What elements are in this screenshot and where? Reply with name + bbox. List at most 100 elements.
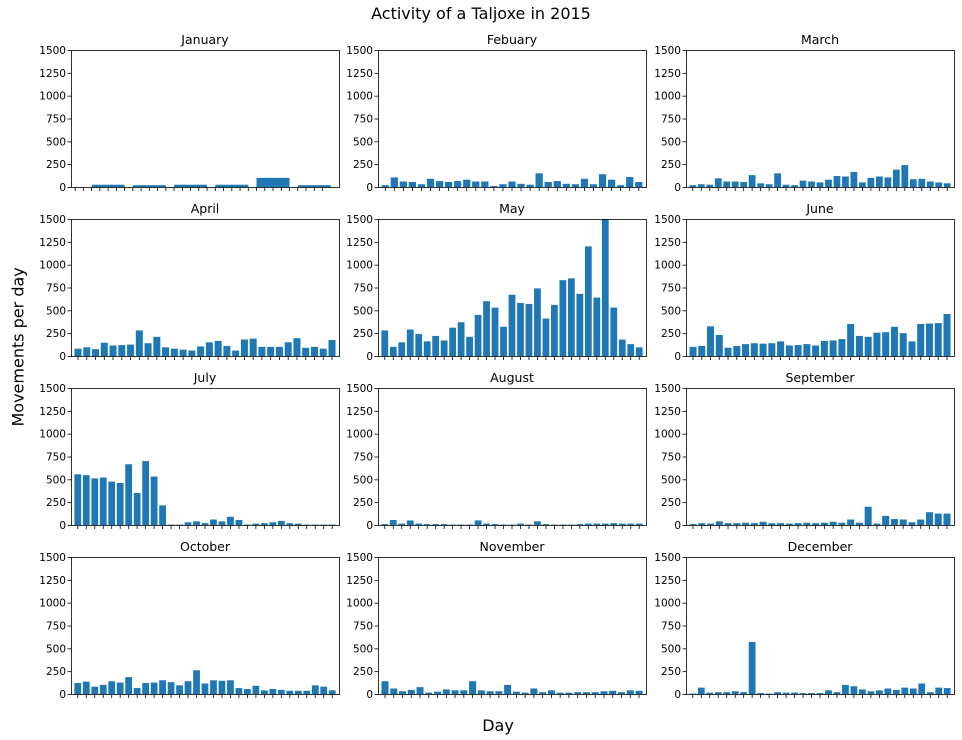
y-tick-label: 1000 [654, 260, 681, 272]
bar-day-12 [474, 520, 482, 525]
axes-frame [378, 557, 647, 695]
y-tick-label: 1000 [346, 260, 373, 272]
bar-day-2 [698, 345, 706, 356]
bar-day-3 [707, 326, 715, 356]
bar-day-15 [808, 181, 815, 187]
y-tick-label: 1250 [654, 68, 681, 80]
y-tick-label: 500 [353, 643, 373, 655]
bar-day-20 [542, 524, 550, 525]
bar-day-14 [184, 681, 192, 694]
bar-day-13 [179, 349, 187, 356]
bar-day-8 [748, 175, 756, 187]
y-tick-label: 250 [661, 666, 681, 678]
bar-day-7 [740, 181, 748, 187]
bar-day-4 [715, 521, 723, 525]
bar-day-9 [759, 521, 767, 525]
bar-day-2 [132, 185, 166, 187]
bar-day-16 [816, 182, 824, 187]
y-tick-label: 250 [661, 159, 681, 171]
bar-day-25 [277, 689, 285, 694]
subplot-title: March [801, 32, 839, 47]
bar-day-27 [294, 690, 302, 694]
subplot-june: 0 250 500 750 1000 1250 1500 June [654, 201, 955, 363]
bar-day-19 [539, 692, 547, 694]
bar-day-20 [850, 171, 858, 187]
y-tick-label: 500 [353, 305, 373, 317]
bar-day-15 [812, 523, 820, 525]
bar-day-28 [610, 307, 618, 356]
axes-frame [378, 388, 647, 526]
bar-day-23 [260, 523, 268, 525]
bar-day-30 [320, 686, 328, 694]
bar-day-15 [508, 181, 516, 187]
y-tick-label: 500 [46, 136, 66, 148]
bar-day-1 [381, 681, 389, 694]
bar-day-22 [559, 280, 567, 356]
bar-day-22 [252, 685, 260, 694]
bar-day-10 [150, 476, 158, 525]
bar-day-31 [943, 688, 951, 694]
y-tick-label: 750 [353, 452, 373, 464]
bar-day-7 [125, 677, 133, 694]
y-tick-label: 1500 [39, 383, 66, 395]
y-tick-label: 1250 [654, 575, 681, 587]
bar-day-1 [74, 348, 82, 356]
bar-day-9 [757, 183, 765, 187]
bar-day-11 [472, 181, 480, 187]
bar-day-27 [601, 523, 609, 525]
bar-day-20 [855, 335, 863, 356]
y-tick-label: 750 [353, 114, 373, 126]
bar-day-18 [530, 688, 538, 694]
bar-day-6 [423, 341, 431, 356]
axes-frame [686, 219, 955, 357]
y-tick-label: 750 [661, 452, 681, 464]
bar-day-18 [833, 176, 841, 187]
y-tick-label: 1250 [654, 237, 681, 249]
bar-day-10 [768, 343, 776, 356]
bar-day-1 [689, 185, 697, 187]
bar-day-3 [706, 184, 714, 187]
y-tick-label: 1250 [346, 68, 373, 80]
bar-day-14 [491, 307, 499, 356]
y-tick-label: 1250 [39, 575, 66, 587]
bar-day-30 [943, 313, 951, 356]
bar-day-19 [842, 176, 849, 187]
bar-day-7 [125, 464, 133, 525]
bar-day-22 [258, 346, 266, 356]
y-tick-label: 750 [353, 621, 373, 633]
bar-day-24 [269, 522, 277, 525]
bar-day-1 [381, 330, 389, 356]
y-tick-label: 500 [353, 136, 373, 148]
bar-day-11 [162, 347, 170, 356]
bar-day-4 [715, 334, 723, 356]
bar-day-17 [214, 340, 222, 356]
bar-day-13 [483, 523, 490, 525]
bar-day-29 [934, 323, 942, 356]
bar-day-20 [235, 519, 243, 525]
bar-day-21 [859, 182, 866, 187]
bar-day-8 [445, 181, 453, 187]
bar-day-1 [381, 185, 389, 187]
y-tick-label: 750 [661, 621, 681, 633]
bar-day-4 [406, 520, 414, 525]
bar-day-19 [842, 684, 849, 694]
bar-day-3 [706, 692, 714, 694]
bar-day-27 [617, 185, 625, 187]
bar-day-14 [799, 180, 807, 187]
axes-frame [686, 388, 955, 526]
bar-day-5 [415, 334, 423, 356]
y-tick-label: 0 [366, 520, 373, 532]
subplot-october: 0 250 500 750 1000 1250 1500 October [39, 539, 340, 701]
y-tick-label: 0 [674, 182, 681, 194]
y-tick-label: 250 [661, 328, 681, 340]
y-tick-label: 750 [46, 114, 66, 126]
bar-day-30 [635, 690, 643, 694]
bar-day-27 [909, 688, 917, 694]
bar-day-26 [293, 338, 301, 356]
bar-day-5 [723, 692, 731, 694]
bar-day-27 [609, 690, 617, 694]
bar-day-14 [803, 522, 811, 525]
bar-day-17 [825, 690, 832, 694]
subplot-title: November [479, 539, 545, 554]
bar-day-12 [170, 348, 178, 356]
